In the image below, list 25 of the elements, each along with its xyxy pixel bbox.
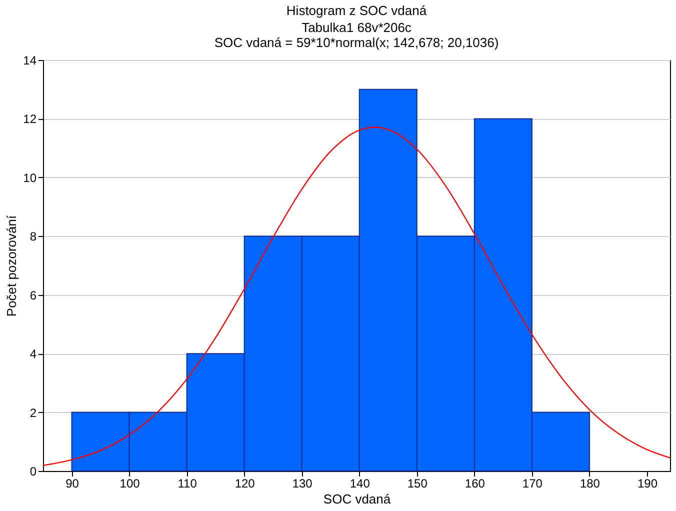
x-tick-label: 180: [580, 476, 600, 490]
y-tick-label: 8: [30, 230, 37, 244]
line-series: [42, 126, 671, 466]
y-tick-label: 10: [23, 170, 37, 185]
x-tick-label: 90: [66, 476, 80, 490]
x-axis-title: SOC vdaná: [323, 492, 392, 506]
chart-subtitle: Tabulka1 68v*206c: [302, 20, 412, 35]
x-tick-label: 110: [178, 476, 198, 490]
x-tick-label: 190: [637, 476, 658, 490]
y-tick-label: 2: [30, 406, 37, 420]
y-tick-label: 0: [30, 464, 37, 478]
x-tick-label: 130: [292, 476, 313, 490]
x-tick-label: 160: [464, 476, 486, 490]
y-tick-label: 14: [23, 54, 37, 68]
x-tick-label: 140: [350, 476, 370, 490]
y-tick-label: 4: [30, 347, 37, 362]
text: SOC vdaná = 59*10*normal(x; 142,678; 20,1036): [214, 35, 499, 50]
x-tick-label: 100: [120, 476, 140, 490]
y-tick-label: 6: [30, 288, 37, 302]
x-tick-label: 120: [234, 476, 256, 490]
x-tick-label: 170: [522, 476, 543, 490]
chart-title: Histogram z SOC vdaná: [286, 3, 428, 18]
y-axis-title: Počet pozorování: [4, 215, 20, 317]
y-tick-label: 12: [23, 112, 37, 126]
x-tick-label: 150: [407, 476, 428, 490]
